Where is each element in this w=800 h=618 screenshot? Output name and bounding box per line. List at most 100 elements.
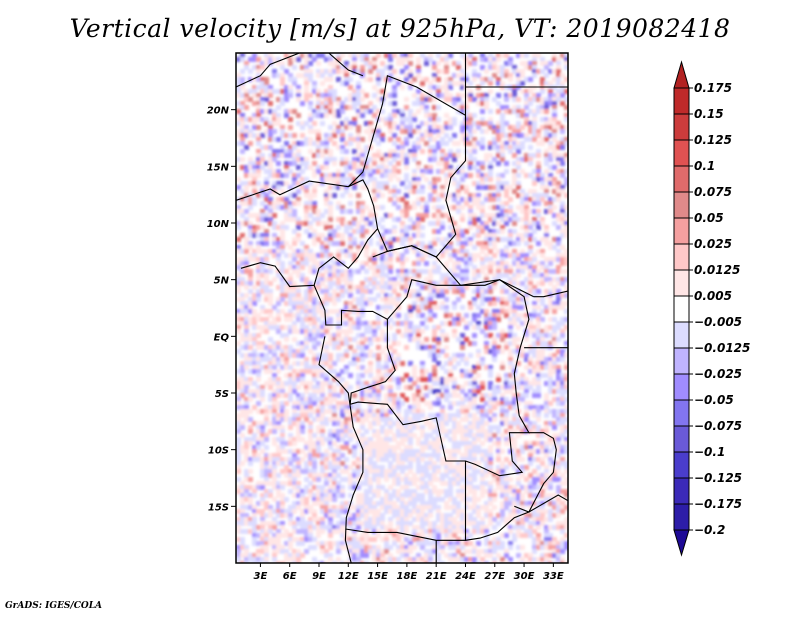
field-cell	[344, 281, 349, 286]
field-cell	[240, 449, 245, 454]
field-cell	[564, 205, 568, 210]
field-cell	[556, 241, 561, 246]
field-cell	[308, 113, 313, 118]
field-cell	[524, 137, 529, 142]
field-cell	[396, 457, 401, 462]
field-cell	[248, 297, 253, 302]
field-cell	[548, 197, 553, 202]
field-cell	[520, 381, 525, 386]
field-cell	[260, 285, 265, 290]
field-cell	[380, 297, 385, 302]
field-cell	[244, 337, 249, 342]
field-cell	[460, 69, 465, 74]
field-cell	[432, 453, 437, 458]
field-cell	[328, 93, 333, 98]
field-cell	[468, 465, 473, 470]
field-cell	[524, 213, 529, 218]
field-cell	[344, 369, 349, 374]
field-cell	[496, 181, 501, 186]
field-cell	[444, 393, 449, 398]
field-cell	[468, 429, 473, 434]
field-cell	[468, 457, 473, 462]
field-cell	[344, 165, 349, 170]
field-cell	[392, 69, 397, 74]
field-cell	[544, 225, 549, 230]
field-cell	[340, 317, 345, 322]
field-cell	[408, 437, 413, 442]
field-cell	[552, 133, 557, 138]
field-cell	[336, 57, 341, 62]
field-cell	[556, 125, 561, 130]
field-cell	[308, 413, 313, 418]
field-cell	[240, 369, 245, 374]
field-cell	[288, 325, 293, 330]
field-cell	[380, 69, 385, 74]
field-cell	[392, 285, 397, 290]
field-cell	[280, 381, 285, 386]
field-cell	[504, 397, 509, 402]
field-cell	[284, 269, 289, 274]
field-cell	[240, 121, 245, 126]
field-cell	[292, 373, 297, 378]
field-cell	[296, 469, 301, 474]
field-cell	[256, 353, 261, 358]
field-cell	[524, 201, 529, 206]
field-cell	[552, 205, 557, 210]
field-cell	[324, 141, 329, 146]
field-cell	[540, 173, 545, 178]
field-cell	[428, 81, 433, 86]
field-cell	[420, 465, 425, 470]
field-cell	[248, 233, 253, 238]
field-cell	[432, 265, 437, 270]
field-cell	[280, 97, 285, 102]
field-cell	[440, 237, 445, 242]
field-cell	[480, 417, 485, 422]
field-cell	[440, 225, 445, 230]
field-cell	[364, 429, 369, 434]
field-cell	[536, 129, 541, 134]
field-cell	[484, 321, 489, 326]
field-cell	[280, 249, 285, 254]
field-cell	[292, 109, 297, 114]
field-cell	[560, 205, 565, 210]
field-cell	[476, 173, 481, 178]
field-cell	[432, 253, 437, 258]
field-cell	[376, 397, 381, 402]
field-cell	[456, 393, 461, 398]
field-cell	[268, 297, 273, 302]
field-cell	[260, 233, 265, 238]
field-cell	[256, 193, 261, 198]
field-cell	[324, 113, 329, 118]
field-cell	[496, 453, 501, 458]
field-cell	[288, 421, 293, 426]
field-cell	[248, 389, 253, 394]
field-cell	[360, 281, 365, 286]
field-cell	[484, 325, 489, 330]
field-cell	[412, 289, 417, 294]
field-cell	[324, 133, 329, 138]
field-cell	[500, 249, 505, 254]
field-cell	[396, 329, 401, 334]
field-cell	[300, 241, 305, 246]
field-cell	[484, 365, 489, 370]
field-cell	[304, 229, 309, 234]
field-cell	[444, 385, 449, 390]
field-cell	[524, 153, 529, 158]
field-cell	[384, 117, 389, 122]
field-cell	[556, 217, 561, 222]
field-cell	[464, 269, 469, 274]
field-cell	[440, 437, 445, 442]
field-cell	[256, 225, 261, 230]
field-cell	[244, 389, 249, 394]
field-cell	[544, 309, 549, 314]
field-cell	[356, 205, 361, 210]
field-cell	[412, 145, 417, 150]
field-cell	[552, 305, 557, 310]
field-cell	[420, 245, 425, 250]
field-cell	[508, 317, 513, 322]
field-cell	[372, 61, 377, 66]
field-cell	[304, 249, 309, 254]
field-cell	[344, 469, 349, 474]
field-cell	[516, 433, 521, 438]
field-cell	[272, 377, 277, 382]
